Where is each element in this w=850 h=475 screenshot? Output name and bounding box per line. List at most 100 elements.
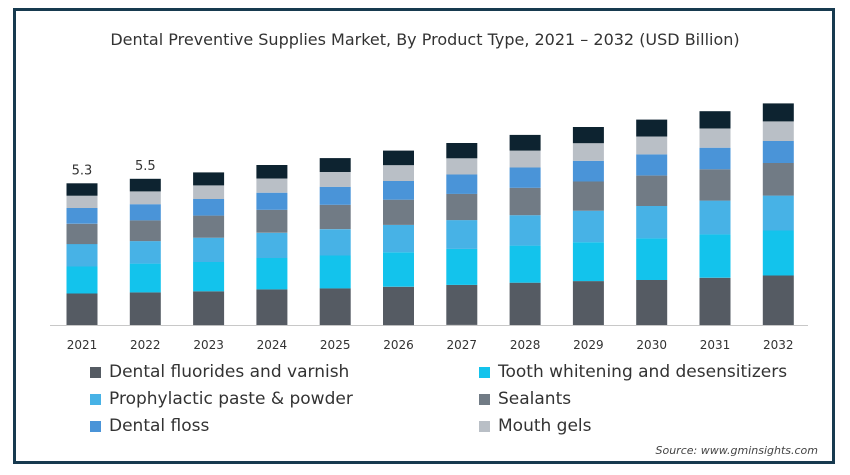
bar-segment-2026-1 (383, 252, 414, 287)
bar-segment-2024-4 (256, 192, 288, 210)
bar-segment-2032-1 (762, 230, 794, 276)
legend-item-mouth-gels: Mouth gels (479, 416, 592, 436)
bar-segment-2030-3 (636, 175, 668, 206)
bar-segment-2026-5 (383, 165, 414, 181)
bar-segment-2025-4 (319, 186, 351, 205)
bar-segment-2026-6 (383, 150, 414, 166)
legend-label-mouth-gels: Mouth gels (498, 416, 592, 436)
bar-segment-2022-4 (129, 204, 161, 221)
stacked-bar-chart: 2021 2022 2023 2024 2025 2026 2027 2028 2029 2030… (50, 103, 808, 352)
bar-segment-2026-0 (383, 286, 414, 326)
bar-segment-2023-3 (193, 215, 225, 238)
x-tick-label-2023: 2023 (193, 338, 224, 352)
chart-legend: Dental fluorides and varnish Tooth white… (90, 358, 790, 438)
bar-segment-2026-3 (383, 199, 414, 225)
bar-segment-2021-2 (66, 244, 98, 267)
legend-item-prophylactic-paste: Prophylactic paste & powder (90, 389, 353, 409)
bar-segment-2027-3 (446, 193, 478, 221)
x-tick-label-2029: 2029 (573, 338, 604, 352)
bar-segment-2021-3 (66, 223, 98, 245)
bar-segment-2029-5 (572, 143, 604, 161)
bar-segment-2032-0 (762, 275, 794, 325)
bar-segment-2024-0 (256, 289, 288, 325)
bar-segment-2028-5 (509, 150, 541, 168)
bar-segment-2031-4 (699, 147, 731, 170)
bar-segment-2027-5 (446, 158, 478, 175)
bar-segment-2030-2 (636, 206, 668, 239)
bar-segment-2032-5 (762, 121, 794, 141)
legend-swatch-dental-fluorides (90, 366, 101, 378)
legend-item-sealants: Sealants (479, 389, 571, 409)
bar-segment-2029-1 (572, 242, 604, 282)
x-tick-label-2022: 2022 (130, 338, 161, 352)
bar-segment-2021-0 (66, 293, 98, 325)
bar-segment-2021-6 (66, 183, 98, 196)
legend-swatch-sealants (479, 393, 490, 405)
bar-segment-2030-1 (636, 238, 668, 280)
legend-item-tooth-whitening: Tooth whitening and desensitizers (479, 362, 787, 382)
bar-segment-2032-6 (762, 103, 794, 122)
bar-segment-2030-5 (636, 136, 668, 155)
bar-segment-2022-3 (129, 220, 161, 242)
bar-segment-2025-0 (319, 288, 351, 325)
bar-segment-2025-3 (319, 204, 351, 230)
bar-segment-2031-1 (699, 234, 731, 278)
legend-swatch-tooth-whitening (479, 366, 490, 378)
x-tick-label-2026: 2026 (383, 338, 414, 352)
x-tick-label-2024: 2024 (257, 338, 288, 352)
bar-segment-2025-6 (319, 158, 351, 172)
bar-segment-2024-5 (256, 178, 288, 193)
legend-swatch-mouth-gels (479, 420, 490, 432)
bar-segment-2022-6 (129, 178, 161, 192)
bar-segment-2029-2 (572, 210, 604, 243)
bar-segment-2026-4 (383, 181, 414, 200)
legend-swatch-dental-floss (90, 420, 101, 432)
bar-segment-2029-0 (572, 281, 604, 325)
bar-segment-2024-3 (256, 209, 288, 233)
bar-segment-2022-5 (129, 191, 161, 205)
x-tick-label-2021: 2021 (67, 338, 98, 352)
legend-label-dental-floss: Dental floss (109, 416, 210, 436)
bar-segment-2024-1 (256, 257, 288, 290)
bar-segment-2021-4 (66, 208, 98, 224)
legend-item-dental-fluorides: Dental fluorides and varnish (90, 362, 349, 382)
bar-segment-2021-5 (66, 195, 98, 208)
bar-segment-2030-0 (636, 280, 668, 325)
bar-segment-2028-1 (509, 245, 541, 283)
data-label-2022: 5.5 (135, 159, 156, 174)
legend-label-sealants: Sealants (498, 389, 572, 409)
bar-segment-2027-4 (446, 174, 478, 194)
x-tick-label-2032: 2032 (763, 338, 794, 352)
x-tick-label-2027: 2027 (447, 338, 478, 352)
bar-segment-2026-2 (383, 224, 414, 253)
x-tick-label-2025: 2025 (320, 338, 351, 352)
bar-segment-2028-3 (509, 187, 541, 216)
x-tick-label-2031: 2031 (700, 338, 731, 352)
bar-segment-2028-2 (509, 215, 541, 246)
bar-segment-2027-6 (446, 143, 478, 159)
bar-segment-2023-0 (193, 291, 225, 326)
bar-segment-2032-2 (762, 195, 794, 231)
x-tick-label-2028: 2028 (510, 338, 541, 352)
bar-segment-2030-6 (636, 119, 668, 137)
bar-segment-2024-2 (256, 232, 288, 258)
bar-segment-2024-6 (256, 165, 288, 179)
bar-segment-2023-6 (193, 172, 225, 186)
bar-segment-2021-1 (66, 266, 98, 294)
bar-segment-2023-2 (193, 237, 225, 262)
legend-label-prophylactic-paste: Prophylactic paste & powder (109, 389, 353, 409)
bar-segment-2032-3 (762, 163, 794, 196)
bar-segment-2028-0 (509, 282, 541, 325)
bar-segment-2027-1 (446, 248, 478, 285)
bar-segment-2022-2 (129, 241, 161, 264)
source-note: Source: www.gminsights.com (655, 444, 818, 457)
bar-segment-2032-4 (762, 140, 794, 163)
bar-segment-2031-2 (699, 200, 731, 235)
bar-segment-2023-4 (193, 199, 225, 216)
x-tick-label-2030: 2030 (636, 338, 667, 352)
bar-segment-2029-4 (572, 160, 604, 182)
bar-segment-2030-4 (636, 154, 668, 176)
bar-segment-2029-3 (572, 181, 604, 211)
bar-segment-2028-6 (509, 134, 541, 151)
chart-title: Dental Preventive Supplies Market, By Pr… (110, 30, 740, 49)
